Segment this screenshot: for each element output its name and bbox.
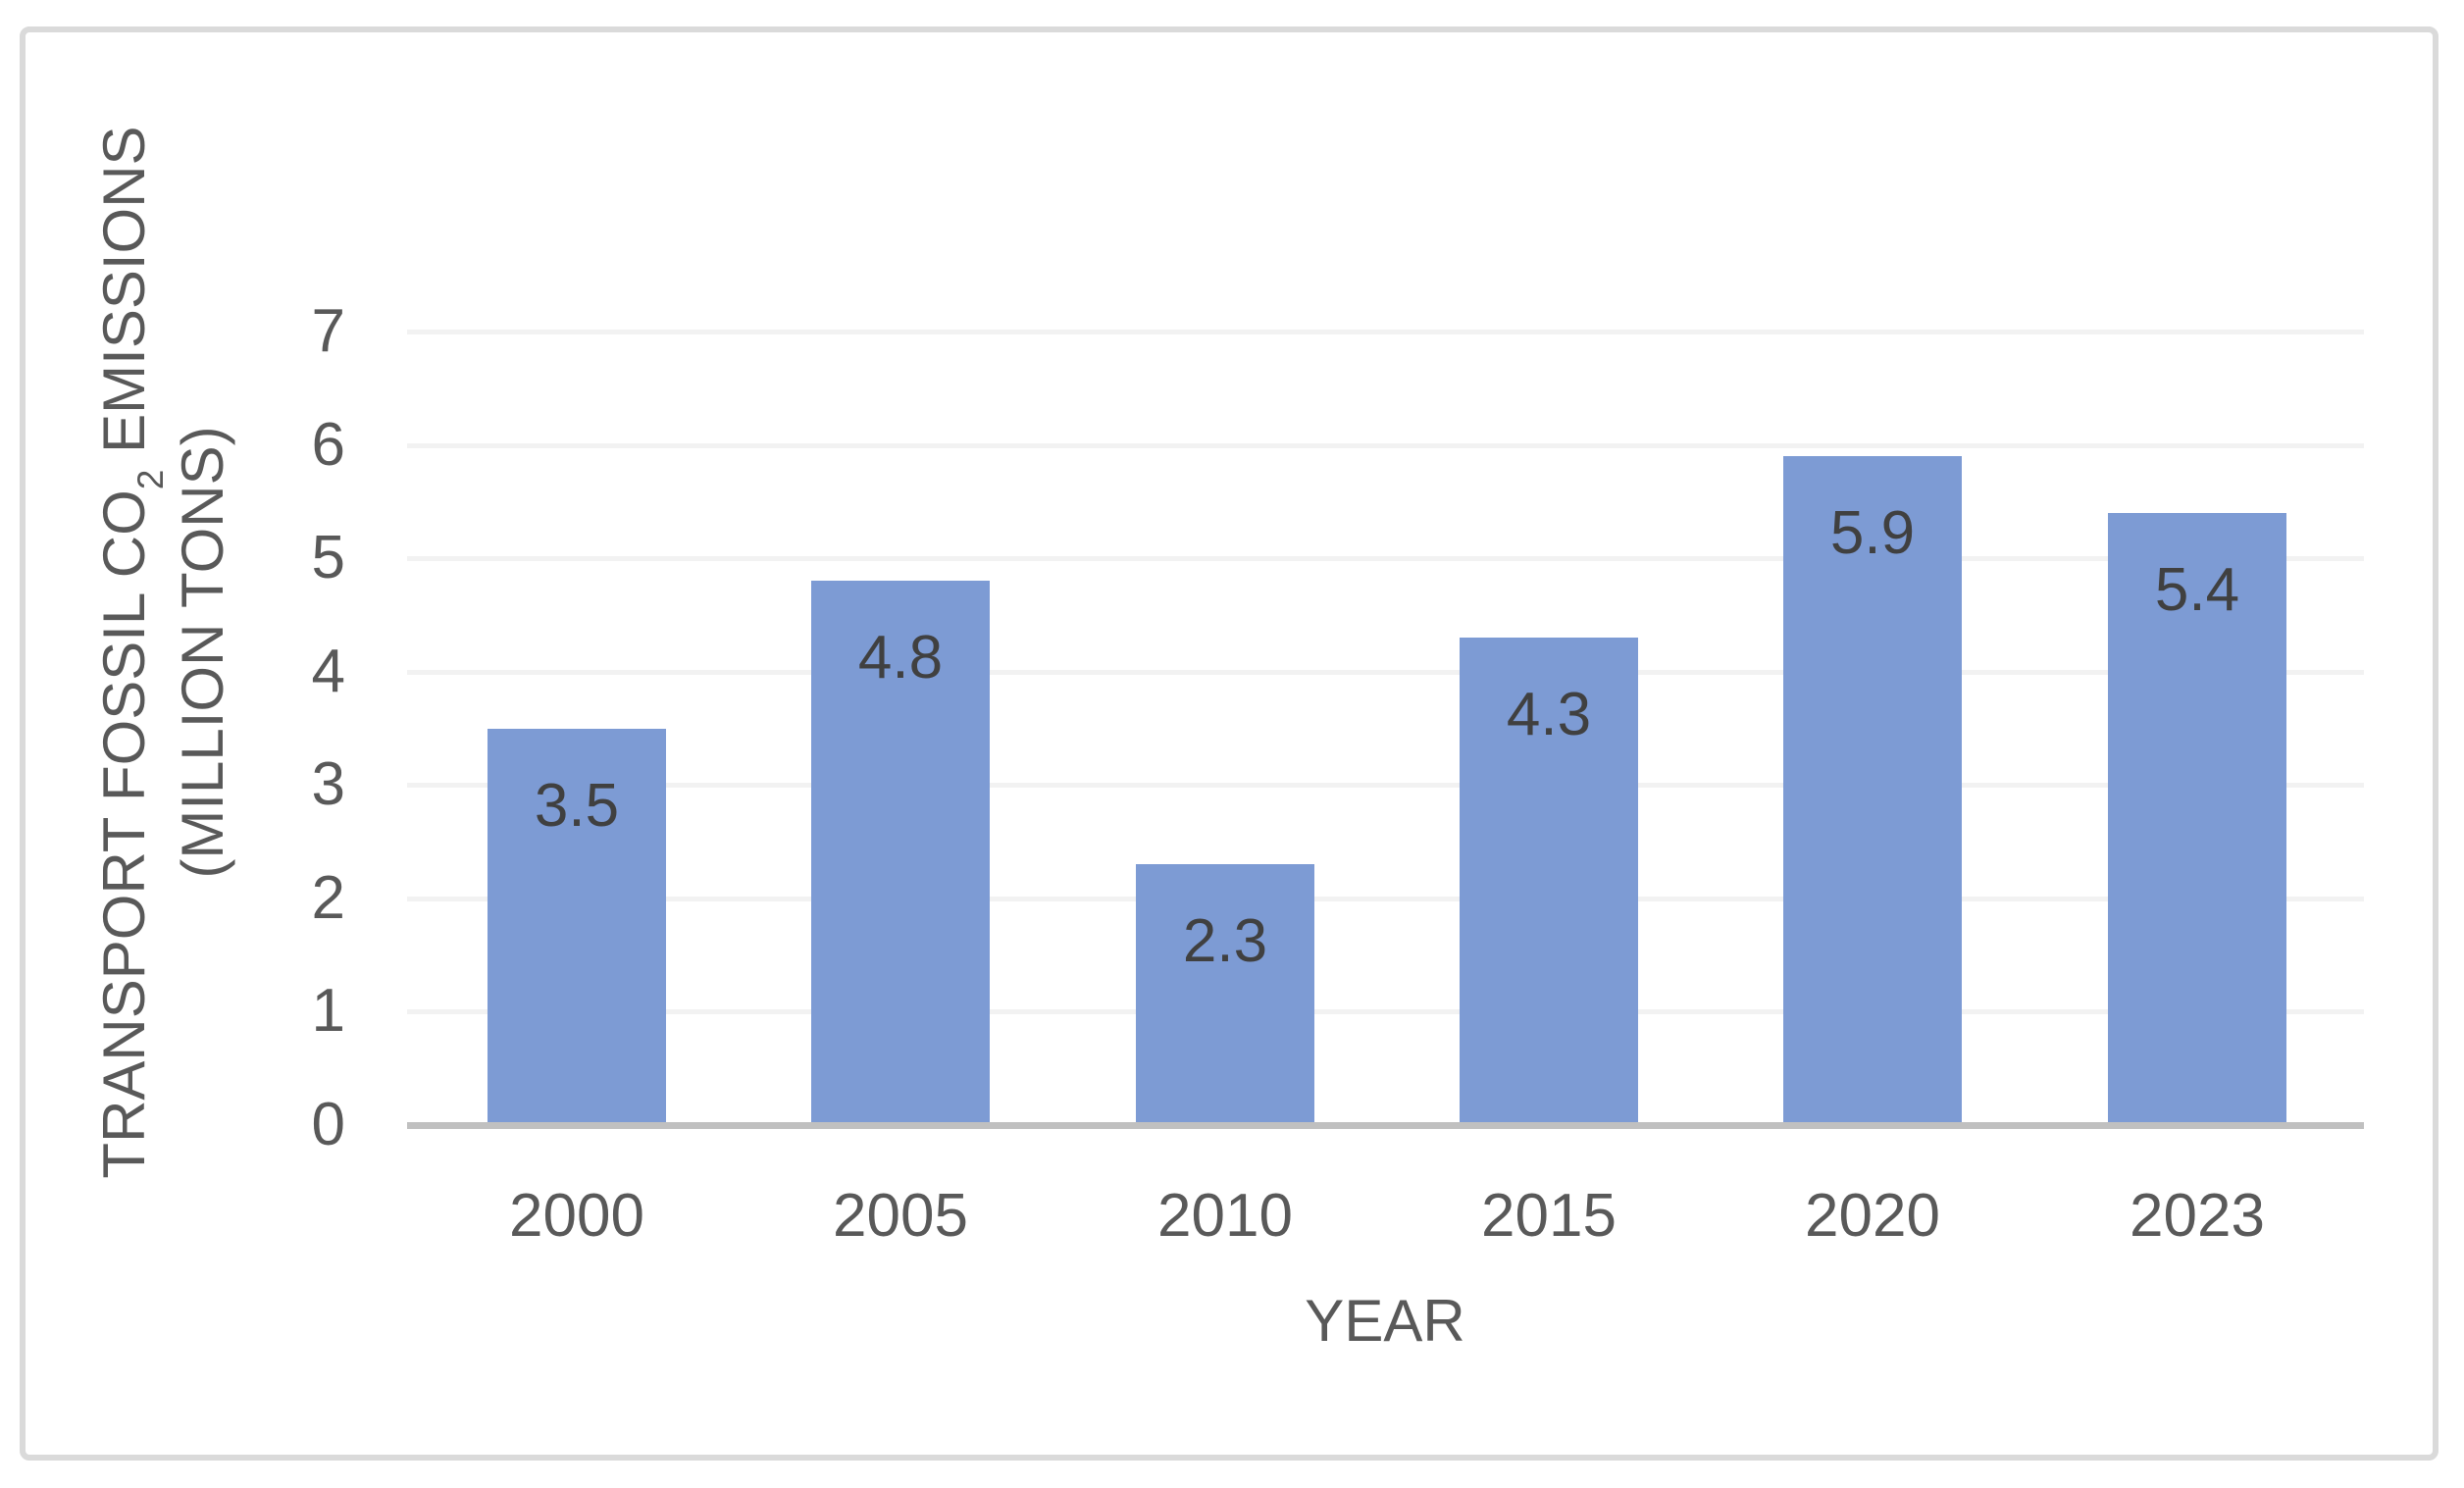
- bar-2015: [1460, 638, 1638, 1125]
- chart-area-border: [20, 26, 2438, 1461]
- x-tick-label-2023: 2023: [2130, 1182, 2265, 1250]
- x-tick-label-2015: 2015: [1481, 1182, 1617, 1250]
- gridline-3: [407, 783, 2364, 788]
- data-label-2010: 2.3: [1182, 907, 1268, 975]
- x-axis-line: [407, 1122, 2364, 1129]
- x-tick-label-2005: 2005: [833, 1182, 968, 1250]
- y-tick-label-7: 7: [311, 297, 345, 365]
- data-label-2023: 5.4: [2154, 556, 2240, 624]
- y-tick-label-2: 2: [311, 864, 345, 932]
- co2-subscript: 2: [128, 469, 171, 490]
- y-tick-label-6: 6: [311, 411, 345, 479]
- gridline-2: [407, 897, 2364, 901]
- data-label-2020: 5.9: [1829, 499, 1916, 567]
- bar-2000: [488, 729, 666, 1125]
- gridline-1: [407, 1009, 2364, 1014]
- y-tick-label-3: 3: [311, 750, 345, 818]
- gridline-5: [407, 556, 2364, 561]
- bar-2020: [1783, 456, 1962, 1125]
- y-tick-label-4: 4: [311, 638, 345, 705]
- bar-2010: [1136, 864, 1314, 1125]
- data-label-2005: 4.8: [857, 624, 944, 692]
- y-tick-label-1: 1: [311, 977, 345, 1045]
- x-tick-label-2020: 2020: [1805, 1182, 1940, 1250]
- y-axis-title-line1: TRANSPORT FOSSIL CO2 EMISSIONS: [91, 126, 171, 1179]
- gridline-4: [407, 670, 2364, 675]
- y-axis-title-line2: (MILLION TONS): [170, 426, 235, 879]
- gridline-6: [407, 443, 2364, 448]
- x-axis-title: YEAR: [1305, 1288, 1465, 1354]
- bar-2005: [811, 581, 990, 1125]
- data-label-2015: 4.3: [1506, 681, 1592, 748]
- y-tick-label-0: 0: [311, 1091, 345, 1158]
- gridline-7: [407, 330, 2364, 334]
- x-tick-label-2000: 2000: [509, 1182, 644, 1250]
- data-label-2000: 3.5: [534, 772, 620, 840]
- y-axis-title: TRANSPORT FOSSIL CO2 EMISSIONS (MILLION …: [85, 15, 252, 1290]
- x-tick-label-2010: 2010: [1157, 1182, 1293, 1250]
- bar-2023: [2108, 513, 2286, 1125]
- y-tick-label-5: 5: [311, 524, 345, 591]
